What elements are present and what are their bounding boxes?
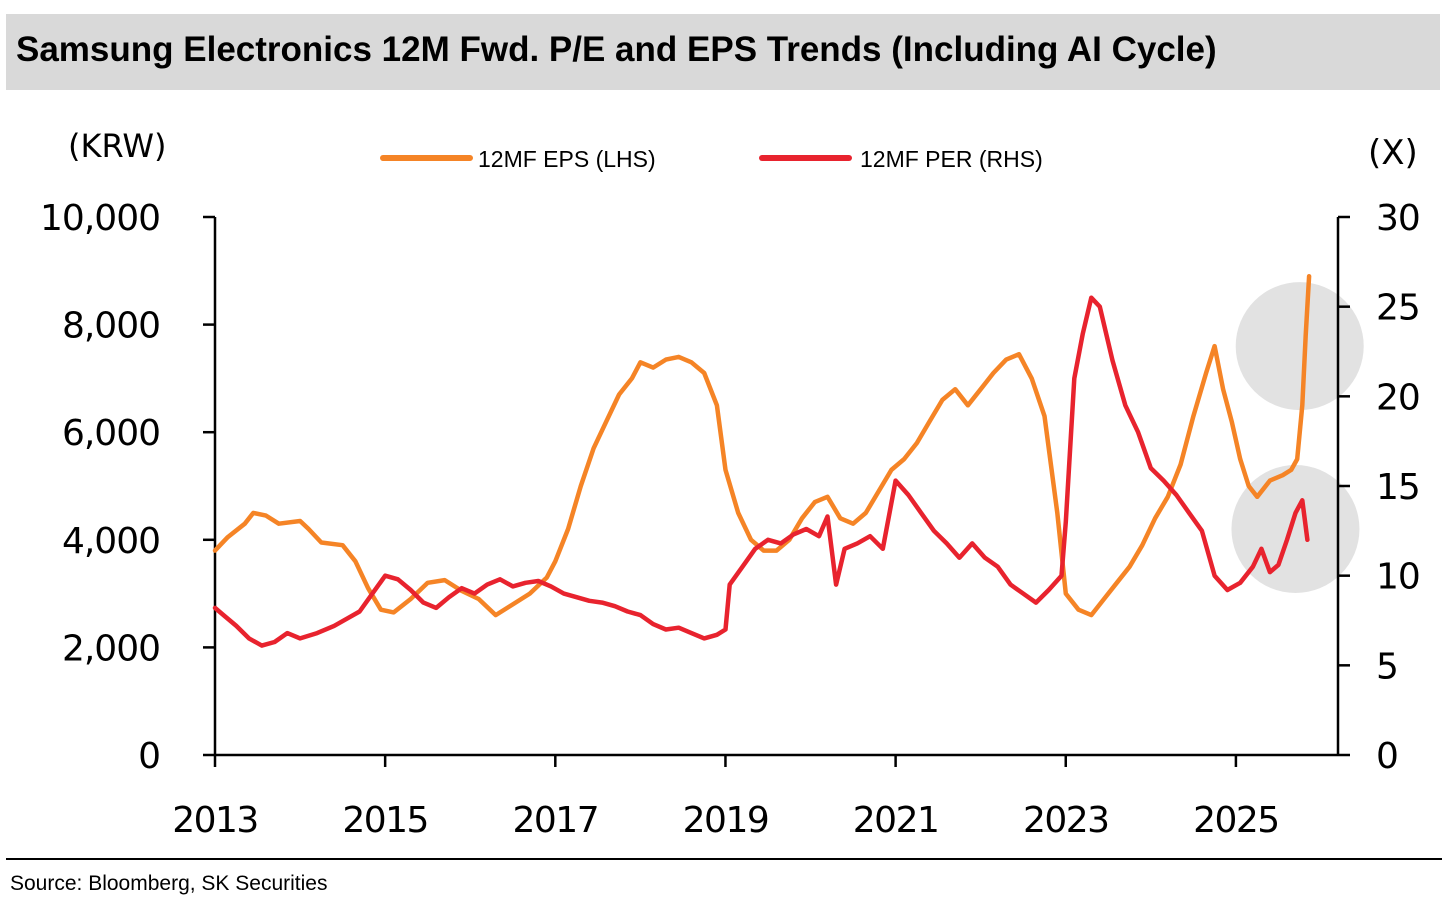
series-layer [212, 273, 1312, 648]
legend: 12MF EPS (LHS) 12MF PER (RHS) [380, 146, 1043, 172]
x-tick-label: 2013 [172, 800, 258, 841]
x-tick-label: 2023 [1023, 800, 1109, 841]
left-tick-label: 10,000 [40, 198, 160, 239]
legend-label: 12MF PER (RHS) [860, 146, 1043, 172]
chart-title: Samsung Electronics 12M Fwd. P/E and EPS… [16, 30, 1217, 69]
x-tick-label: 2021 [853, 800, 939, 841]
source-note: Source: Bloomberg, SK Securities [10, 872, 328, 895]
axes-layer: 02,0004,0006,0008,00010,0000510152025302… [40, 127, 1421, 841]
right-tick-label: 10 [1376, 557, 1420, 598]
left-tick-label: 6,000 [62, 413, 160, 454]
right-tick-label: 0 [1376, 736, 1398, 777]
right-axis-unit: (X) [1368, 133, 1418, 173]
legend-label: 12MF EPS (LHS) [478, 146, 656, 172]
per-series-line [212, 295, 1310, 648]
source-divider [6, 858, 1442, 860]
x-tick-label: 2019 [683, 800, 769, 841]
right-tick-label: 15 [1376, 467, 1420, 508]
per-highlight [1231, 465, 1360, 594]
x-tick-label: 2017 [512, 800, 598, 841]
right-tick-label: 5 [1376, 646, 1398, 687]
right-tick-label: 25 [1376, 288, 1420, 329]
left-tick-label: 8,000 [62, 306, 160, 347]
left-axis-unit: (KRW) [68, 127, 167, 165]
title-bar: Samsung Electronics 12M Fwd. P/E and EPS… [6, 14, 1440, 90]
x-tick-label: 2015 [342, 800, 428, 841]
left-tick-label: 4,000 [62, 521, 160, 562]
left-tick-label: 2,000 [62, 628, 160, 669]
left-tick-label: 0 [138, 736, 160, 777]
eps-series-line [212, 273, 1312, 618]
right-tick-label: 20 [1376, 377, 1420, 418]
highlight-layer [1231, 282, 1364, 594]
x-tick-label: 2025 [1193, 800, 1279, 841]
right-tick-label: 30 [1376, 198, 1420, 239]
eps-highlight [1235, 282, 1364, 411]
